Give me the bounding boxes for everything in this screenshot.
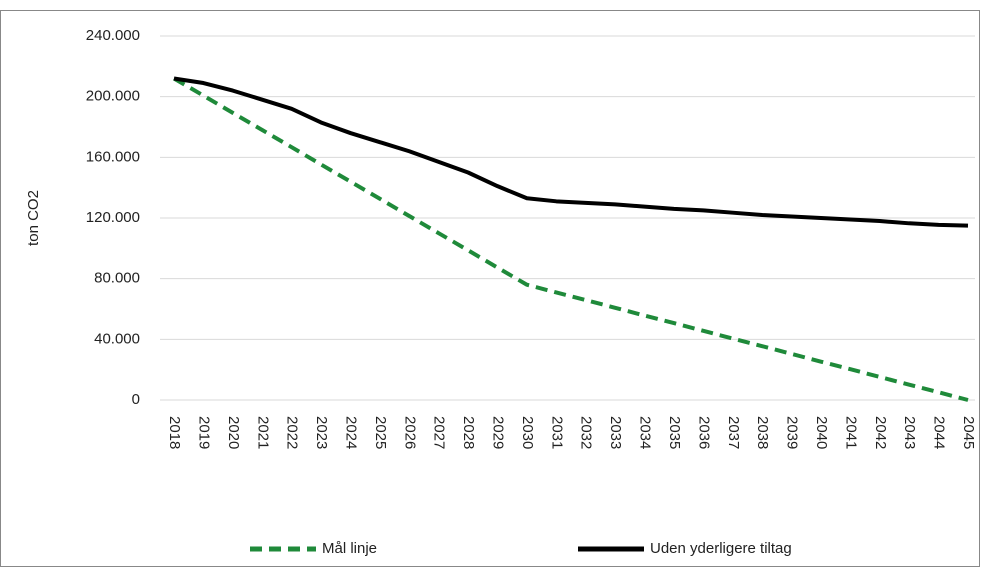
x-tick-label: 2029 [490,416,507,449]
x-tick-label: 2036 [695,416,712,449]
series-line [172,76,969,402]
x-tick-label: 2026 [401,416,418,449]
y-axis-label: ton CO2 [25,190,42,246]
x-tick-label: 2024 [342,416,359,449]
x-tick-label: 2025 [372,416,389,449]
x-tick-label: 2032 [578,416,595,449]
x-tick-label: 2020 [225,416,242,449]
x-tick-label: 2021 [254,416,271,449]
x-tick-label: 2019 [195,416,212,449]
y-tick-label: 200.000 [86,88,140,105]
y-tick-label: 80.000 [94,270,140,287]
x-tick-label: 2034 [637,416,654,449]
x-tick-label: 2023 [313,416,330,449]
x-tick-label: 2027 [431,416,448,449]
y-tick-label: 40.000 [94,330,140,347]
y-tick-label: 240.000 [86,27,140,44]
x-tick-label: 2037 [725,416,742,449]
x-tick-label: 2039 [784,416,801,449]
series-line [173,76,969,228]
x-tick-label: 2028 [460,416,477,449]
x-tick-label: 2044 [931,416,948,449]
y-tick-label: 160.000 [86,148,140,165]
legend-label: Uden yderligere tiltag [650,540,792,557]
x-tick-label: 2031 [548,416,565,449]
x-tick-label: 2035 [666,416,683,449]
x-tick-label: 2033 [607,416,624,449]
y-tick-label: 120.000 [86,209,140,226]
x-tick-label: 2042 [872,416,889,449]
x-tick-label: 2022 [284,416,301,449]
x-tick-label: 2038 [754,416,771,449]
frame [0,10,980,567]
x-tick-label: 2043 [901,416,918,449]
x-tick-label: 2040 [813,416,830,449]
x-tick-label: 2045 [960,416,977,449]
x-tick-label: 2030 [519,416,536,449]
legend-label: Mål linje [322,540,377,557]
x-tick-label: 2041 [842,416,859,449]
x-tick-label: 2018 [166,416,183,449]
y-tick-label: 0 [132,391,140,408]
